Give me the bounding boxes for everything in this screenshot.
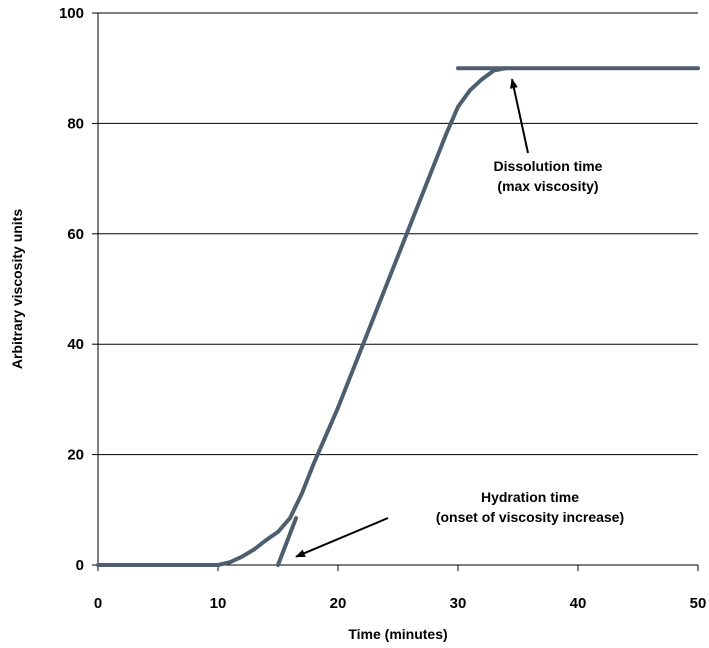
y-tick-label: 20 <box>67 447 84 464</box>
gridlines <box>98 12 698 566</box>
x-tick-label: 10 <box>210 595 227 612</box>
series-line-3 <box>276 516 298 567</box>
annotation-arrow <box>509 78 529 154</box>
x-tick-label: 30 <box>450 595 467 612</box>
x-tick-label: 0 <box>94 595 102 612</box>
annotation-text: Hydration time <box>481 489 579 505</box>
x-axis-title: Time (minutes) <box>348 626 447 642</box>
annotations: Dissolution time (max viscosity) Hydration… <box>295 78 624 558</box>
annotation-2: Hydration time (onset of viscosity increa… <box>295 489 624 558</box>
annotation-1: Dissolution time (max viscosity) <box>494 78 603 194</box>
y-tick-label: 100 <box>59 5 84 22</box>
annotation-text: (onset of viscosity increase) <box>436 509 624 525</box>
x-tick-label: 20 <box>330 595 347 612</box>
y-tick-label: 40 <box>67 336 84 353</box>
x-tick-label: 50 <box>690 595 707 612</box>
y-tick-label: 0 <box>76 557 84 574</box>
annotation-arrow <box>295 517 389 558</box>
y-tick-label: 80 <box>67 115 84 132</box>
annotation-text: (max viscosity) <box>497 178 598 194</box>
y-tick-label: 60 <box>67 226 84 243</box>
x-tick-label: 40 <box>570 595 587 612</box>
tick-labels: 0 20 40 60 80 100 0 10 20 30 40 50 <box>59 5 706 612</box>
annotation-text: Dissolution time <box>494 158 603 174</box>
data-series <box>96 66 700 567</box>
series-line-1 <box>96 66 508 567</box>
y-axis-title: Arbitrary viscosity units <box>9 209 25 369</box>
axes <box>92 12 699 571</box>
